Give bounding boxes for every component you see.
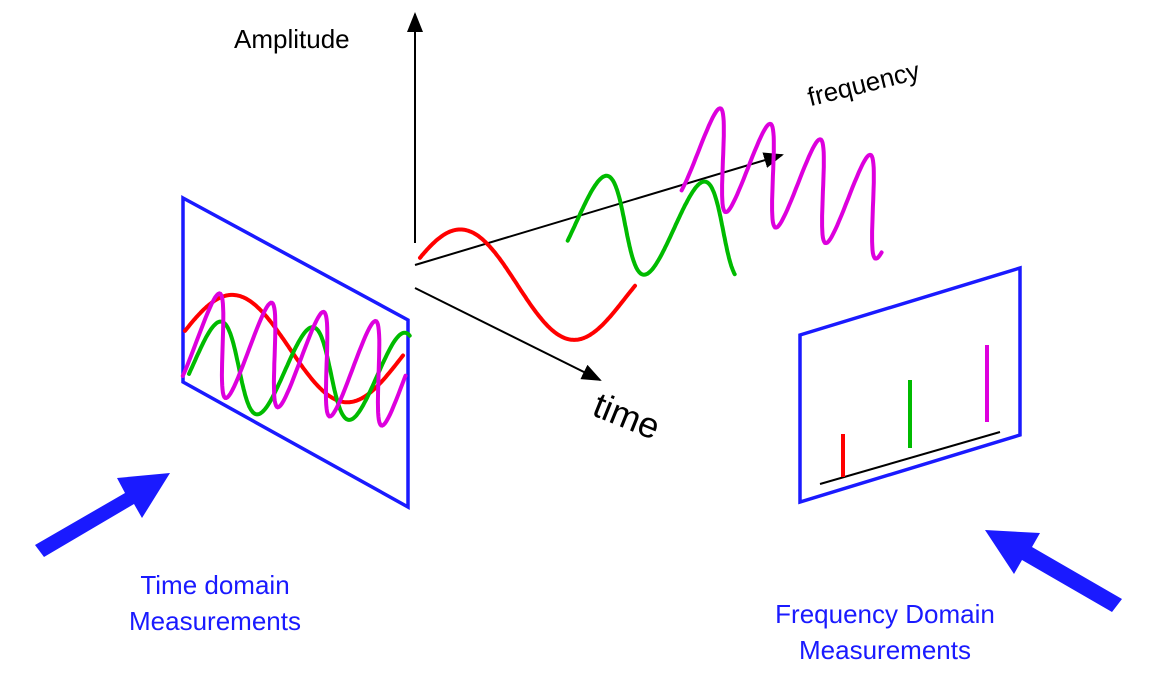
time-domain-high-wave bbox=[180, 291, 408, 428]
time-domain-caption: Time domain Measurements bbox=[110, 567, 320, 639]
time-domain-caption-line1: Time domain bbox=[140, 570, 290, 600]
time-domain-mid-wave bbox=[187, 319, 412, 422]
frequency-domain-arrow-icon bbox=[985, 530, 1122, 612]
high-frequency-wave bbox=[679, 106, 884, 261]
mid-frequency-wave bbox=[565, 173, 737, 277]
time-domain-caption-line2: Measurements bbox=[129, 606, 301, 636]
frequency-domain-caption-line1: Frequency Domain bbox=[775, 599, 995, 629]
amplitude-label: Amplitude bbox=[234, 24, 350, 54]
time-domain-arrow-icon bbox=[35, 473, 170, 557]
time-axis bbox=[414, 287, 602, 381]
low-frequency-wave bbox=[418, 227, 637, 342]
frequency-domain-panel bbox=[798, 265, 1022, 505]
frequency-domain-caption: Frequency Domain Measurements bbox=[760, 596, 1010, 668]
spectrum-baseline bbox=[819, 431, 1001, 485]
time-domain-panel bbox=[181, 195, 410, 510]
frequency-domain-caption-line2: Measurements bbox=[799, 635, 971, 665]
